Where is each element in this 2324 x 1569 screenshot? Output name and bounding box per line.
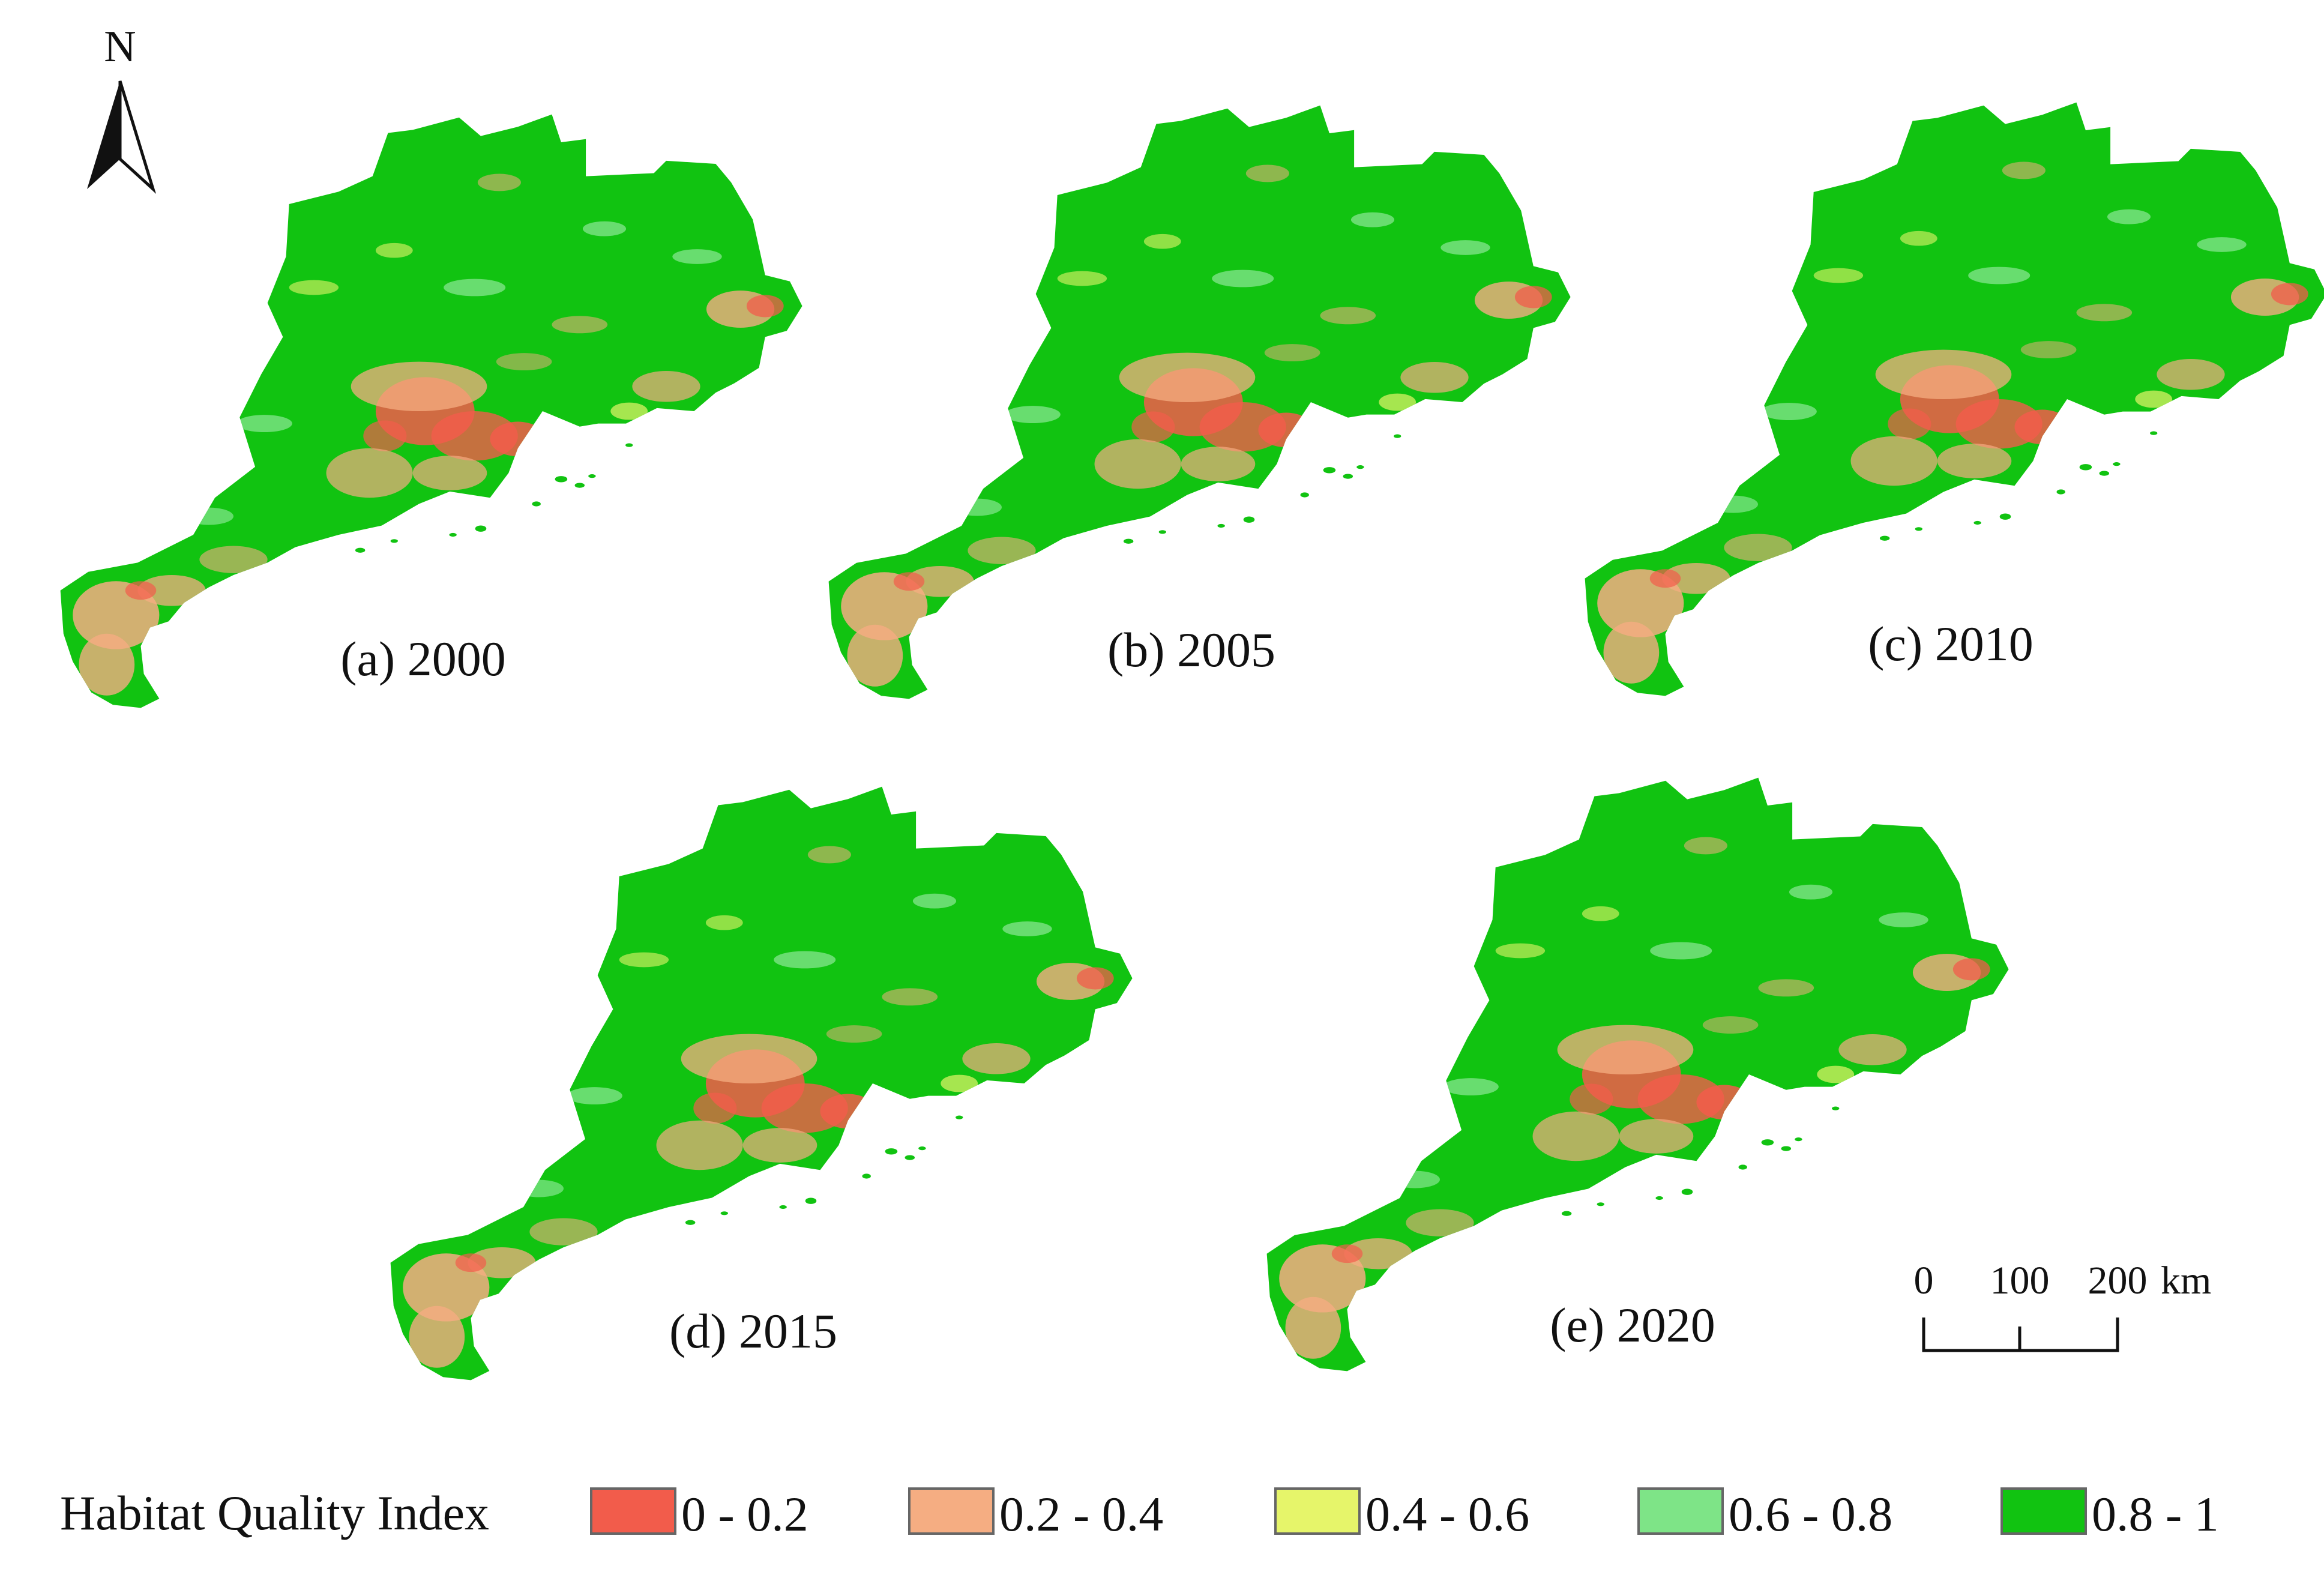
map-panel-d: [390, 786, 1133, 1381]
map-panel-a: [60, 114, 802, 708]
legend: Habitat Quality Index 0 - 0.2 0.2 - 0.4 …: [60, 1486, 2219, 1541]
scale-tick-200: 200: [2088, 1259, 2148, 1302]
scale-bar: 0 100 200 km: [1914, 1259, 2211, 1352]
map-panel-b: [828, 105, 1571, 699]
legend-label-0.4-0.6: 0.4 - 0.6: [1365, 1487, 1529, 1541]
map-label-c: (c) 2010: [1868, 616, 2034, 671]
scale-tick-100: 100: [1990, 1259, 2050, 1302]
legend-label-0.8-1: 0.8 - 1: [2092, 1487, 2219, 1541]
legend-item-0.2-0.4: 0.2 - 0.4: [908, 1487, 1163, 1541]
legend-swatch-0-0.2: [590, 1487, 676, 1535]
map-panel-c: [1585, 102, 2324, 696]
legend-swatch-0.2-0.4: [908, 1487, 995, 1535]
north-arrow-label: N: [104, 22, 136, 71]
legend-item-0.8-1: 0.8 - 1: [2000, 1487, 2219, 1541]
north-arrow: N: [87, 22, 157, 194]
map-panel-e: [1266, 777, 2009, 1372]
map-label-d: (d) 2015: [669, 1304, 837, 1358]
north-arrow-icon: [87, 81, 120, 189]
legend-item-0.4-0.6: 0.4 - 0.6: [1274, 1487, 1529, 1541]
legend-swatch-0.8-1: [2000, 1487, 2087, 1535]
map-label-a: (a) 2000: [340, 631, 506, 686]
legend-item-0-0.2: 0 - 0.2: [590, 1487, 808, 1541]
legend-label-0.6-0.8: 0.6 - 0.8: [1729, 1487, 1892, 1541]
scale-tick-0: 0: [1914, 1259, 1934, 1302]
legend-item-0.6-0.8: 0.6 - 0.8: [1637, 1487, 1892, 1541]
map-label-b: (b) 2005: [1107, 622, 1275, 677]
scale-unit: km: [2161, 1259, 2211, 1302]
legend-swatch-0.6-0.8: [1637, 1487, 1724, 1535]
legend-label-0-0.2: 0 - 0.2: [681, 1487, 808, 1541]
legend-title: Habitat Quality Index: [60, 1486, 489, 1540]
map-label-e: (e) 2020: [1550, 1298, 1715, 1352]
legend-label-0.2-0.4: 0.2 - 0.4: [999, 1487, 1163, 1541]
legend-swatch-0.4-0.6: [1274, 1487, 1361, 1535]
